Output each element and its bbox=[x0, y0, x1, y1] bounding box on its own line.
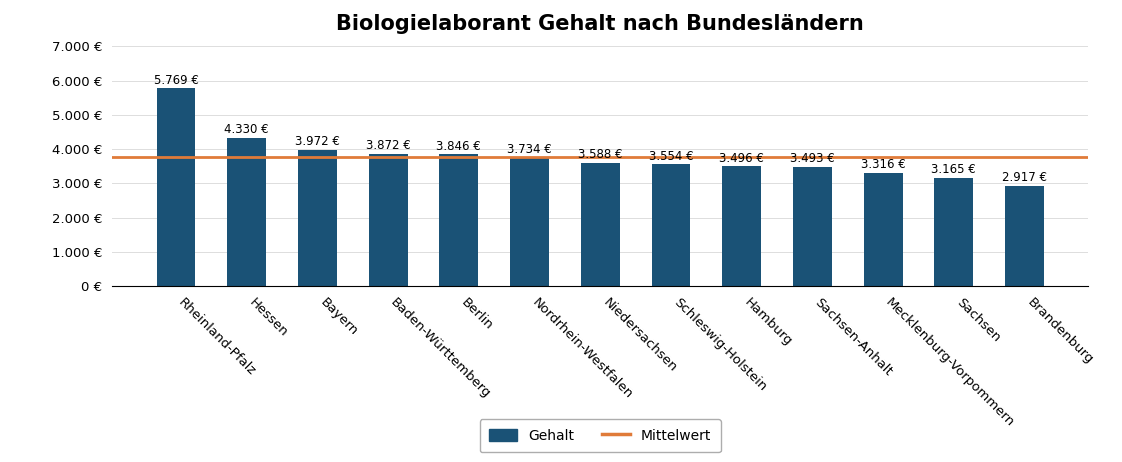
Bar bbox=[228, 138, 266, 286]
Bar bbox=[1005, 186, 1043, 286]
Text: 5.769 €: 5.769 € bbox=[154, 73, 199, 86]
Legend: Gehalt, Mittelwert: Gehalt, Mittelwert bbox=[479, 419, 721, 452]
Text: 3.846 €: 3.846 € bbox=[436, 140, 481, 152]
Title: Biologielaborant Gehalt nach Bundesländern: Biologielaborant Gehalt nach Bundeslände… bbox=[337, 13, 864, 34]
Bar bbox=[723, 166, 761, 286]
Bar bbox=[652, 164, 690, 286]
Bar bbox=[511, 158, 549, 286]
Bar bbox=[864, 173, 902, 286]
Text: 3.493 €: 3.493 € bbox=[790, 152, 835, 164]
Text: 2.917 €: 2.917 € bbox=[1002, 171, 1047, 184]
Text: 3.554 €: 3.554 € bbox=[649, 150, 693, 163]
Bar bbox=[581, 163, 619, 286]
Bar bbox=[440, 154, 478, 286]
Bar bbox=[793, 167, 831, 286]
Bar bbox=[935, 178, 973, 286]
Text: 4.330 €: 4.330 € bbox=[224, 123, 269, 136]
Text: 3.972 €: 3.972 € bbox=[295, 135, 340, 148]
Text: 3.165 €: 3.165 € bbox=[931, 163, 976, 176]
Text: 3.316 €: 3.316 € bbox=[861, 158, 905, 171]
Text: 3.734 €: 3.734 € bbox=[507, 143, 552, 157]
Text: 3.872 €: 3.872 € bbox=[366, 139, 411, 152]
Bar bbox=[369, 153, 407, 286]
Text: 3.496 €: 3.496 € bbox=[719, 152, 764, 164]
Bar bbox=[298, 150, 337, 286]
Bar bbox=[157, 88, 195, 286]
Text: 3.588 €: 3.588 € bbox=[578, 148, 623, 161]
